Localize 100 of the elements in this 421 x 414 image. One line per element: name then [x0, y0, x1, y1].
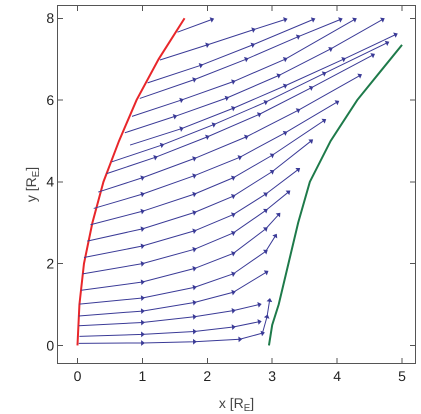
- point: [264, 314, 270, 319]
- point: [270, 153, 274, 158]
- point: [230, 194, 236, 200]
- y-tick-label: 2: [46, 256, 54, 272]
- point: [338, 17, 343, 23]
- point: [160, 142, 164, 148]
- line-series: [83, 168, 300, 258]
- x-tick-label: 3: [268, 368, 276, 384]
- x-tick-label: 0: [74, 368, 82, 384]
- point: [238, 155, 242, 160]
- point: [140, 295, 145, 301]
- point: [310, 17, 316, 23]
- point: [205, 42, 210, 48]
- y-tick-label: 0: [46, 337, 54, 354]
- point: [276, 73, 281, 79]
- line-series: [86, 139, 314, 242]
- point: [266, 298, 272, 302]
- line-series: [76, 17, 186, 346]
- point: [393, 32, 398, 38]
- point: [230, 230, 236, 236]
- point: [140, 226, 145, 232]
- point: [296, 34, 300, 40]
- point: [140, 192, 145, 198]
- point: [192, 328, 197, 334]
- x-tick-label: 5: [398, 368, 406, 384]
- point: [286, 190, 290, 196]
- point: [224, 96, 230, 102]
- point: [179, 98, 184, 104]
- x-axis-title: x [R$_{E}$]: [218, 395, 254, 414]
- point: [282, 130, 288, 136]
- point: [321, 118, 326, 124]
- point: [282, 84, 288, 89]
- point: [230, 176, 236, 181]
- point: [260, 330, 265, 336]
- point: [308, 139, 314, 144]
- point: [263, 208, 268, 214]
- line-series: [82, 190, 290, 274]
- point: [250, 42, 256, 48]
- point: [179, 126, 184, 132]
- point: [276, 212, 280, 218]
- point: [283, 17, 288, 23]
- line-series: [268, 44, 404, 346]
- point: [140, 175, 145, 181]
- point: [232, 308, 236, 314]
- point: [352, 18, 357, 23]
- point: [357, 74, 362, 79]
- y-tick-label: 4: [46, 174, 54, 190]
- point: [172, 114, 178, 120]
- point: [192, 228, 197, 234]
- point: [231, 290, 236, 296]
- point: [334, 100, 340, 106]
- point: [341, 57, 346, 62]
- point: [192, 156, 197, 162]
- point: [251, 27, 256, 33]
- point: [192, 246, 197, 252]
- point: [370, 53, 376, 58]
- point: [231, 272, 236, 277]
- point: [328, 46, 333, 52]
- x-tick-label: 2: [203, 368, 212, 384]
- point: [192, 284, 197, 290]
- point: [230, 212, 236, 218]
- point: [140, 320, 145, 326]
- point: [296, 108, 300, 114]
- point: [212, 122, 216, 128]
- point: [263, 100, 268, 106]
- line-series: [78, 270, 268, 316]
- point: [192, 314, 197, 320]
- point: [153, 154, 158, 160]
- point: [263, 192, 268, 198]
- point: [231, 251, 236, 257]
- point: [270, 170, 274, 175]
- x-tick-label: 4: [333, 368, 342, 384]
- point: [295, 168, 300, 173]
- point: [192, 210, 197, 216]
- point: [256, 112, 262, 118]
- y-tick-label: 8: [46, 10, 54, 26]
- point: [231, 106, 236, 112]
- point: [322, 71, 326, 77]
- point: [192, 192, 197, 198]
- point: [198, 62, 204, 68]
- point: [282, 57, 288, 62]
- point: [264, 270, 268, 276]
- point: [192, 266, 197, 272]
- point: [231, 79, 236, 85]
- point: [263, 250, 268, 254]
- y-tick-label: 6: [46, 92, 54, 108]
- point: [192, 173, 197, 179]
- line-series: [80, 212, 280, 291]
- x-tick-label: 1: [138, 368, 146, 384]
- point: [384, 40, 390, 46]
- point: [244, 56, 249, 62]
- point: [262, 227, 268, 232]
- point: [257, 302, 262, 308]
- point: [272, 234, 278, 238]
- point: [140, 208, 145, 214]
- point: [257, 319, 262, 325]
- point: [205, 134, 210, 140]
- point: [380, 18, 385, 23]
- point: [308, 86, 314, 91]
- point: [192, 77, 197, 83]
